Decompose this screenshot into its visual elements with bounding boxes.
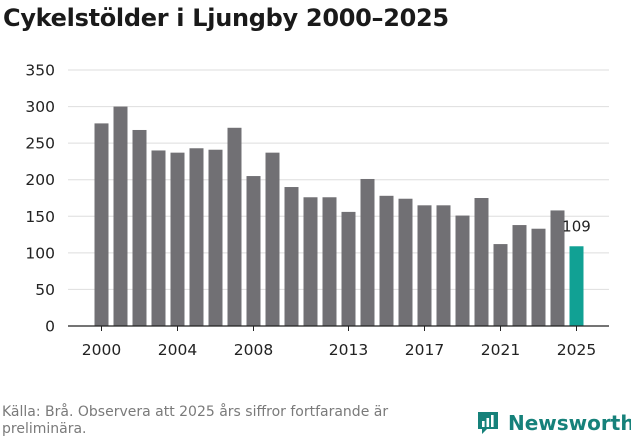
y-tick-label-350: 350: [25, 62, 55, 80]
y-tick-label-200: 200: [25, 171, 55, 189]
bar-2011: [303, 197, 318, 326]
data-labels: 109: [562, 217, 591, 235]
y-tick-label-50: 50: [35, 281, 55, 299]
x-axis: 2000 2004 2008 2013 2017 2021 2025: [68, 325, 609, 359]
source-note: Källa: Brå. Observera att 2025 års siffr…: [2, 404, 389, 437]
bar-2005: [189, 148, 204, 326]
x-tick-label-2025: 2025: [557, 341, 596, 359]
gridlines: [68, 69, 609, 290]
bar-2013: [341, 211, 356, 326]
y-tick-label-150: 150: [25, 208, 55, 226]
y-axis: 0 50 100 150 200 250 300 350: [25, 62, 55, 336]
y-tick-label-300: 300: [25, 98, 55, 116]
bar-2012: [322, 197, 337, 326]
bar-2007: [227, 127, 242, 326]
y-tick-label-250: 250: [25, 135, 55, 153]
x-tick-label-2008: 2008: [234, 341, 273, 359]
bar-2001: [113, 106, 128, 326]
bar-2022: [512, 225, 527, 326]
bar-2016: [398, 198, 413, 326]
bar-2020: [474, 198, 489, 326]
bar-2015: [379, 195, 394, 326]
x-tick-label-2004: 2004: [158, 341, 197, 359]
bar-2009: [265, 152, 280, 326]
x-tick-label-2021: 2021: [481, 341, 520, 359]
bar-2023: [531, 228, 546, 326]
bar-2025: [569, 246, 584, 326]
newsworthy-logo-icon: [478, 412, 498, 434]
bars: [94, 106, 584, 326]
bar-2002: [132, 129, 147, 326]
y-tick-label-100: 100: [25, 244, 55, 262]
newsworthy-logo[interactable]: Newsworthy: [476, 409, 631, 437]
bar-2017: [417, 205, 432, 326]
y-tick-label-0: 0: [45, 318, 55, 336]
logo-text: Newsworthy: [508, 411, 631, 435]
bar-2024: [550, 210, 565, 326]
bar-2021: [493, 244, 508, 326]
chart-title: Cykelstölder i Ljungby 2000–2025: [3, 4, 449, 32]
bar-2008: [246, 176, 261, 326]
bar-2019: [455, 215, 470, 326]
bar-2010: [284, 187, 299, 326]
bar-2000: [94, 123, 109, 326]
bar-2014: [360, 178, 375, 326]
data-label-2025: 109: [562, 217, 591, 235]
x-tick-label-2000: 2000: [82, 341, 121, 359]
x-tick-label-2013: 2013: [329, 341, 368, 359]
bar-2018: [436, 205, 451, 326]
bar-2006: [208, 149, 223, 326]
bar-2004: [170, 152, 185, 326]
bar-2003: [151, 150, 166, 326]
x-tick-label-2017: 2017: [405, 341, 444, 359]
